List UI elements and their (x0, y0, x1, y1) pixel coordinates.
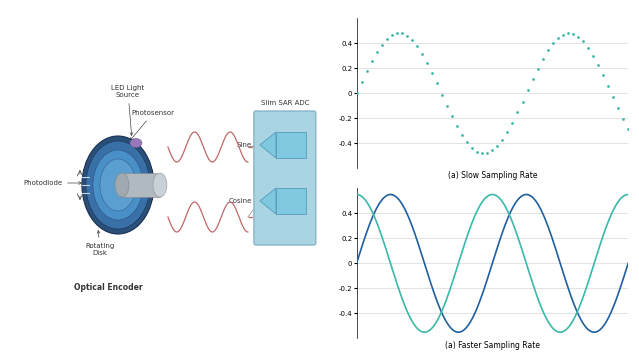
Point (618, 116, 628, 122)
Point (472, 149, 482, 155)
Point (583, 45, 593, 51)
Point (462, 139, 472, 145)
X-axis label: (a) Faster Sampling Rate: (a) Faster Sampling Rate (445, 341, 540, 350)
Point (422, 60, 432, 66)
Point (623, 126, 633, 131)
Point (357, 79, 367, 85)
Text: Optical Encoder: Optical Encoder (73, 283, 142, 292)
Point (537, 56, 548, 62)
Point (402, 33, 412, 38)
Polygon shape (276, 188, 306, 214)
Polygon shape (260, 188, 276, 214)
Text: Cosine: Cosine (229, 198, 252, 204)
Point (488, 147, 498, 153)
Point (523, 88, 533, 93)
Point (407, 37, 417, 43)
Ellipse shape (86, 141, 150, 229)
Ellipse shape (153, 173, 167, 197)
Point (567, 31, 578, 37)
Point (417, 51, 427, 56)
Point (603, 83, 613, 89)
Point (548, 41, 558, 46)
Text: LED Light
Source: LED Light Source (111, 85, 144, 135)
Point (588, 53, 598, 59)
Point (563, 30, 573, 36)
Point (558, 32, 568, 38)
Point (351, 90, 362, 96)
X-axis label: (a) Slow Sampling Rate: (a) Slow Sampling Rate (447, 171, 537, 180)
Ellipse shape (130, 139, 142, 147)
Point (553, 35, 563, 41)
Point (467, 145, 477, 151)
Point (437, 92, 447, 97)
Text: Shaft: Shaft (121, 196, 141, 228)
Point (578, 38, 588, 44)
FancyBboxPatch shape (254, 111, 316, 245)
Point (442, 103, 452, 109)
Point (598, 72, 608, 78)
Text: Sine: Sine (237, 142, 252, 148)
Point (477, 150, 488, 156)
Point (362, 68, 372, 74)
Point (427, 70, 437, 76)
Point (392, 30, 402, 36)
Point (371, 50, 381, 55)
Point (492, 143, 502, 149)
Text: Photodiode: Photodiode (23, 180, 81, 186)
Point (573, 34, 583, 39)
Point (532, 66, 543, 72)
Point (608, 94, 618, 100)
Point (512, 110, 523, 115)
Text: Slim SAR ADC: Slim SAR ADC (261, 100, 309, 106)
Point (497, 137, 507, 143)
Ellipse shape (115, 173, 129, 197)
Polygon shape (260, 132, 276, 158)
Point (482, 150, 493, 156)
Point (613, 106, 623, 111)
Text: Rotating
Disk: Rotating Disk (86, 231, 114, 256)
Polygon shape (276, 132, 306, 158)
Point (527, 76, 537, 82)
Point (376, 42, 387, 48)
Point (412, 43, 422, 49)
Point (381, 36, 392, 42)
Point (397, 30, 407, 36)
Ellipse shape (93, 150, 143, 220)
Text: Photosensor: Photosensor (130, 110, 174, 140)
Point (452, 123, 462, 129)
Point (543, 47, 553, 53)
Point (447, 113, 458, 119)
Point (432, 81, 442, 87)
Point (457, 132, 467, 138)
Point (387, 32, 397, 38)
Point (593, 62, 603, 68)
Point (502, 129, 512, 135)
Point (367, 59, 377, 64)
Ellipse shape (100, 159, 136, 211)
Point (518, 99, 528, 105)
Ellipse shape (82, 136, 154, 234)
Bar (122, 173, 160, 197)
Point (507, 120, 518, 126)
